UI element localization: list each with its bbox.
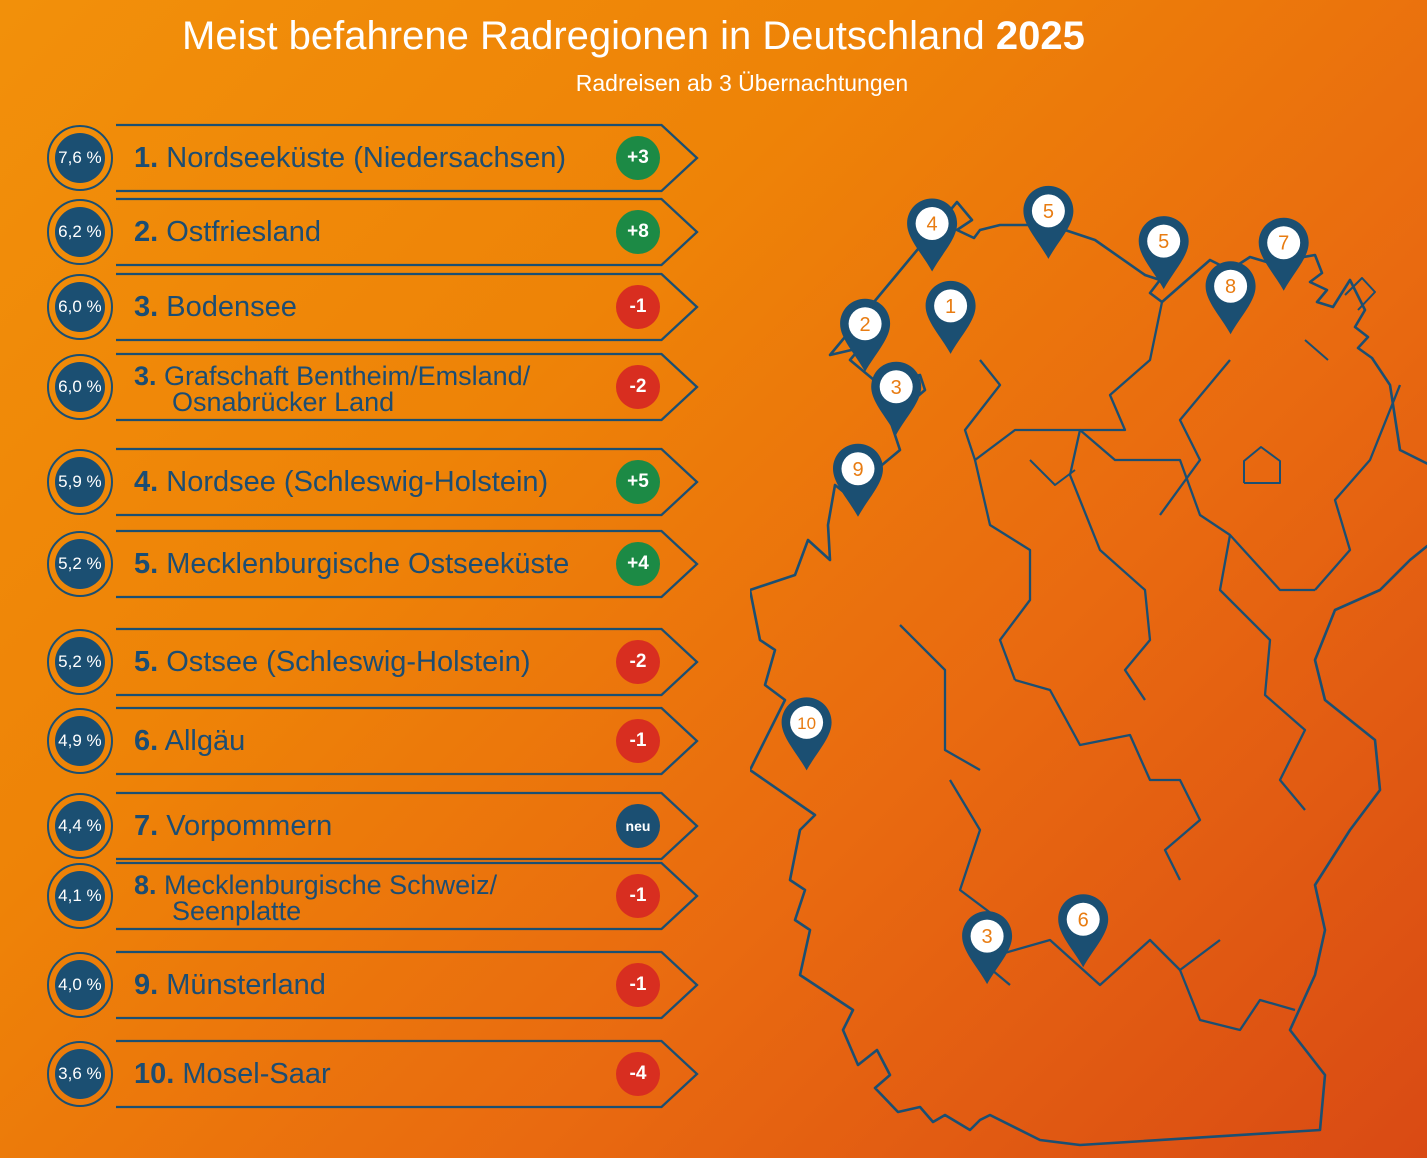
svg-text:5: 5: [1158, 231, 1169, 253]
svg-text:3: 3: [982, 926, 993, 948]
svg-text:7: 7: [1278, 233, 1289, 255]
svg-text:10: 10: [797, 714, 816, 733]
svg-text:5: 5: [1043, 201, 1054, 223]
svg-text:6: 6: [1078, 909, 1089, 931]
svg-text:1: 1: [945, 296, 956, 318]
svg-text:9: 9: [852, 459, 863, 481]
svg-text:4: 4: [927, 214, 938, 236]
svg-text:3: 3: [891, 377, 902, 399]
svg-text:2: 2: [860, 314, 871, 336]
svg-text:8: 8: [1225, 276, 1236, 298]
